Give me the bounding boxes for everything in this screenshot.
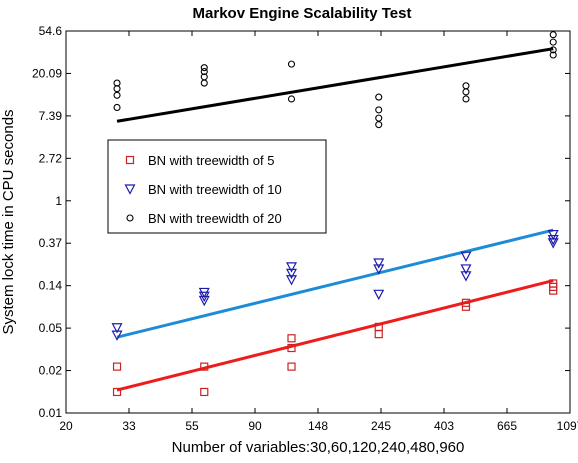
data-point bbox=[460, 271, 472, 282]
x-tick-label: 20 bbox=[59, 419, 73, 433]
data-point bbox=[200, 362, 209, 371]
data-point bbox=[287, 343, 296, 353]
data-point bbox=[111, 323, 123, 334]
data-point bbox=[287, 334, 296, 343]
data-point bbox=[549, 38, 557, 46]
y-tick-label: 7.39 bbox=[39, 109, 63, 123]
x-tick-label: 148 bbox=[308, 419, 328, 433]
data-point bbox=[287, 95, 296, 103]
data-point bbox=[375, 106, 383, 114]
data-point bbox=[462, 88, 470, 96]
y-tick-label: 54.6 bbox=[39, 24, 63, 38]
data-point bbox=[287, 362, 296, 371]
data-point bbox=[373, 258, 385, 269]
y-tick-label: 0.14 bbox=[39, 279, 63, 293]
x-tick-label: 1097 bbox=[557, 419, 578, 433]
data-point bbox=[460, 251, 472, 262]
data-point bbox=[112, 387, 122, 397]
fit-line bbox=[116, 228, 554, 339]
data-point bbox=[375, 121, 383, 129]
data-point bbox=[547, 229, 559, 241]
data-point bbox=[112, 362, 122, 371]
data-point bbox=[462, 82, 470, 90]
data-point bbox=[549, 31, 557, 39]
data-point bbox=[549, 279, 558, 288]
data-point bbox=[375, 114, 383, 122]
data-point bbox=[286, 268, 297, 280]
data-point bbox=[113, 79, 121, 87]
fit-lines bbox=[116, 47, 554, 392]
data-point bbox=[200, 387, 209, 397]
y-axis: 0.01 0.02 0.05 0.14 0.37 1 2.72 7.39 20.09 54.6 bbox=[32, 24, 570, 420]
data-point bbox=[113, 85, 121, 93]
x-tick-label: 55 bbox=[185, 419, 199, 433]
data-point bbox=[198, 291, 210, 303]
fit-line bbox=[116, 47, 554, 123]
data-point bbox=[460, 264, 472, 275]
legend-marker bbox=[125, 155, 135, 165]
data-point bbox=[549, 51, 557, 59]
x-tick-label: 665 bbox=[497, 419, 517, 433]
y-tick-label: 0.37 bbox=[39, 236, 63, 250]
y-tick-label: 0.05 bbox=[39, 321, 63, 335]
data-point bbox=[461, 298, 471, 307]
data-point bbox=[198, 287, 210, 299]
data-point bbox=[200, 73, 208, 81]
data-point bbox=[200, 79, 208, 87]
y-tick-label: 20.09 bbox=[32, 66, 62, 80]
x-tick-label: 245 bbox=[371, 419, 391, 433]
data-point bbox=[286, 275, 297, 286]
data-point bbox=[375, 93, 383, 101]
x-tick-label: 33 bbox=[122, 419, 136, 433]
y-tick-label: 2.72 bbox=[39, 151, 63, 165]
y-tick-label: 1 bbox=[55, 194, 62, 208]
legend-label: BN with treewidth of 10 bbox=[148, 182, 282, 197]
legend-marker bbox=[126, 214, 134, 222]
data-point bbox=[113, 103, 121, 112]
data-point bbox=[374, 322, 383, 332]
data-point bbox=[287, 60, 296, 68]
data-point bbox=[286, 262, 297, 273]
y-tick-label: 0.01 bbox=[39, 406, 63, 420]
data-point bbox=[200, 64, 208, 72]
data-markers bbox=[111, 31, 559, 397]
legend-marker bbox=[124, 184, 136, 195]
data-point bbox=[373, 264, 385, 275]
x-axis-label: Number of variables:30,60,120,240,480,96… bbox=[172, 439, 465, 456]
legend-label: BN with treewidth of 20 bbox=[148, 211, 282, 226]
chart-title: Markov Engine Scalability Test bbox=[193, 5, 412, 22]
data-point bbox=[113, 91, 121, 99]
data-point bbox=[549, 46, 557, 54]
data-point bbox=[374, 330, 383, 339]
legend-label: BN with treewidth of 5 bbox=[148, 153, 274, 168]
data-point bbox=[373, 289, 385, 301]
data-point bbox=[462, 95, 470, 103]
data-point bbox=[200, 67, 208, 76]
legend-box bbox=[107, 139, 327, 234]
x-axis: 20 33 55 90 148 245 403 665 1097 bbox=[59, 31, 578, 433]
y-axis-label: System lock time in CPU seconds bbox=[0, 109, 17, 334]
legend: BN with treewidth of 5 BN with treewidth … bbox=[107, 139, 327, 234]
data-point bbox=[547, 234, 559, 246]
y-tick-label: 0.02 bbox=[39, 364, 63, 378]
x-tick-label: 90 bbox=[248, 419, 262, 433]
fit-line bbox=[116, 279, 554, 392]
x-tick-label: 403 bbox=[434, 419, 454, 433]
